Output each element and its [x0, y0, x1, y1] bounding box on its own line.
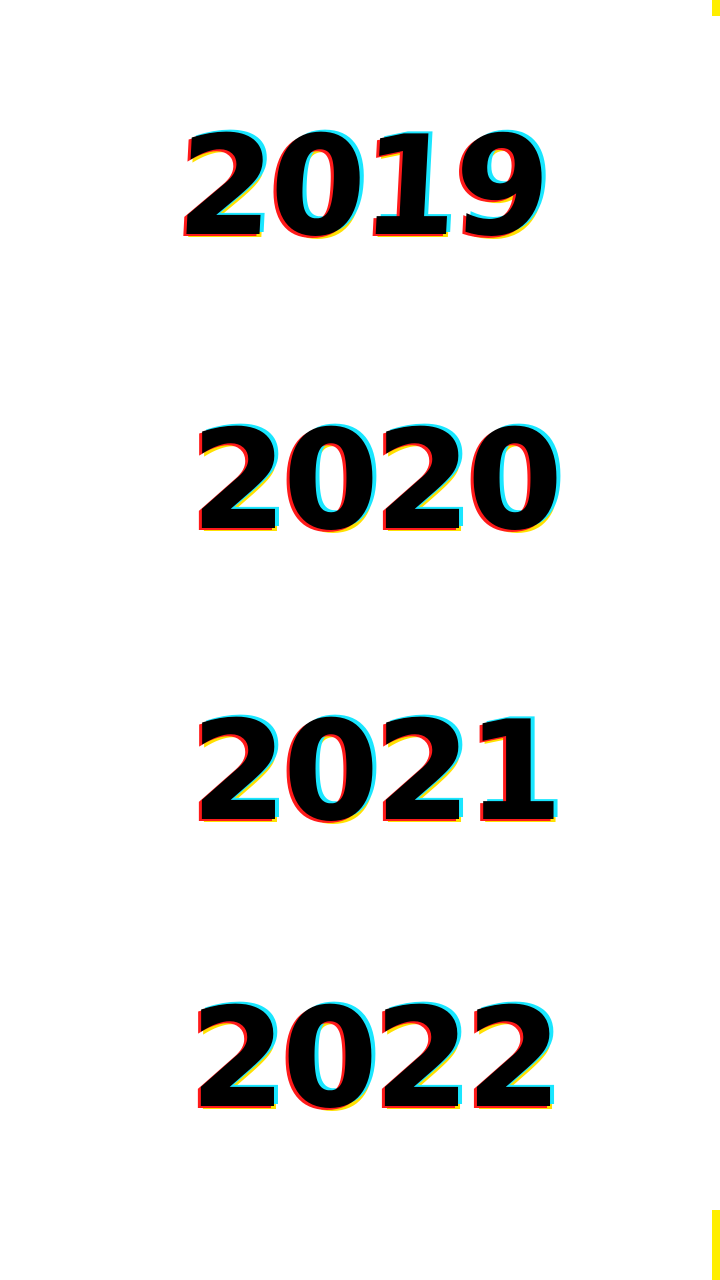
edge-accent-bottom [712, 1210, 720, 1280]
year-2020-label: 2020 [190, 400, 563, 561]
year-2022-label: 2022 [189, 978, 562, 1139]
edge-accent-top [712, 0, 720, 16]
year-2021-label: 2021 [190, 691, 563, 852]
year-2019-label: 2019 [173, 106, 551, 267]
